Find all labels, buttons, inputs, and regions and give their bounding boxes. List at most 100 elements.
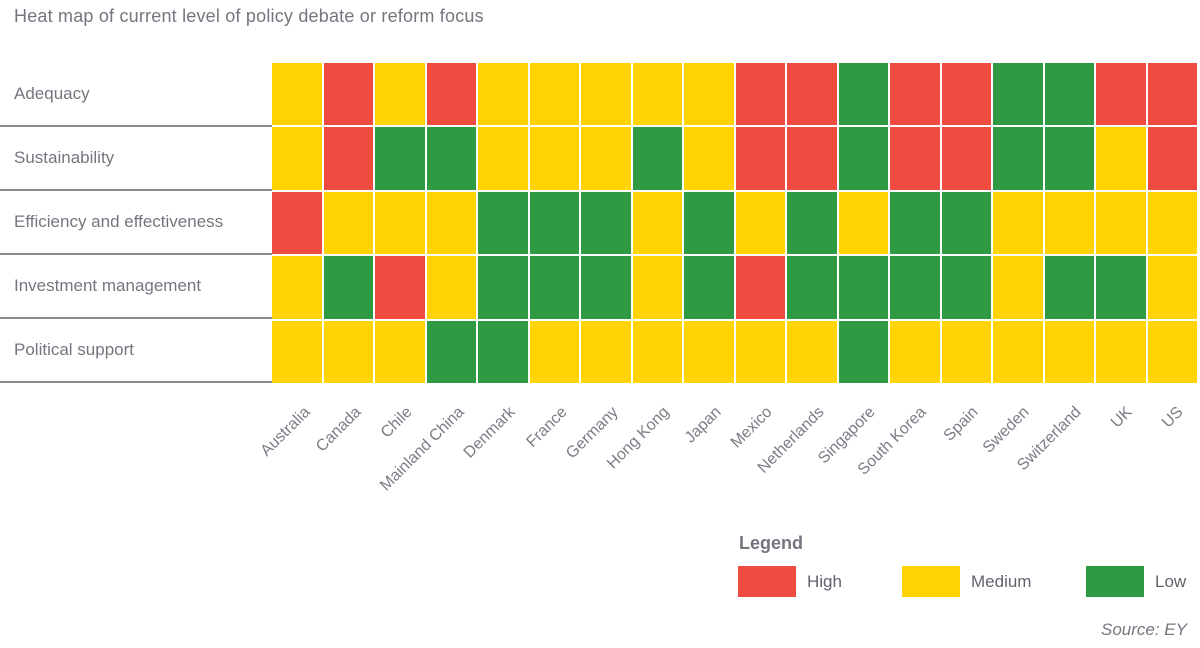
legend-item-medium: Medium [902, 566, 1031, 597]
heatmap-cell [581, 63, 631, 126]
heatmap-cell [632, 256, 682, 319]
heatmap-cell [632, 127, 682, 190]
heatmap-cell [735, 256, 785, 319]
heatmap-cell [478, 320, 528, 383]
heatmap-cell [1044, 63, 1094, 126]
heatmap-cell [993, 63, 1043, 126]
heatmap-cell [375, 63, 425, 126]
heatmap-cell [375, 191, 425, 255]
heatmap-cell [993, 127, 1043, 190]
heatmap-cell [375, 127, 425, 190]
heatmap-cell [941, 63, 991, 126]
heatmap-cell [323, 256, 373, 319]
row-label-text: Adequacy [14, 84, 90, 103]
heatmap-cell [993, 320, 1043, 383]
heatmap-cell [684, 63, 734, 126]
heatmap-cell [684, 256, 734, 319]
heatmap-cell [1044, 191, 1094, 255]
heatmap-cell [272, 127, 322, 190]
heatmap-cell [1147, 256, 1197, 319]
heatmap-cell [426, 191, 476, 255]
heatmap-cell [993, 256, 1043, 319]
legend-label-medium: Medium [971, 571, 1032, 591]
heatmap-cell [890, 127, 940, 190]
row-label-text: Efficiency and effectiveness [14, 212, 224, 231]
heatmap-cell [375, 256, 425, 319]
heatmap-cell [787, 256, 837, 319]
row-labels: Adequacy Sustainability Efficiency and eff… [0, 63, 272, 383]
heatmap-cell [941, 256, 991, 319]
heatmap-cell [1147, 191, 1197, 255]
heatmap-cell [323, 63, 373, 126]
heatmap-cell [426, 127, 476, 190]
heatmap-cell [426, 63, 476, 126]
row-label: Adequacy [0, 63, 272, 127]
heatmap-cell [478, 256, 528, 319]
heatmap-cell [478, 191, 528, 255]
heatmap-grid [272, 63, 1197, 383]
legend-item-high: High [738, 566, 842, 597]
heatmap-cell [684, 191, 734, 255]
heatmap-cell [1096, 127, 1146, 190]
heatmap-cell [735, 320, 785, 383]
heatmap-cell [838, 191, 888, 255]
heatmap-cell [993, 191, 1043, 255]
heatmap-cell [1147, 320, 1197, 383]
heatmap-cell [529, 63, 579, 126]
chart-title: Heat map of current level of policy deba… [14, 6, 484, 26]
heatmap-cell [787, 63, 837, 126]
heatmap-cell [787, 127, 837, 190]
row-label: Investment management [0, 255, 272, 319]
heatmap-cell [787, 191, 837, 255]
heatmap-cell [529, 256, 579, 319]
row-label: Efficiency and effectiveness [0, 191, 272, 255]
heatmap-cell [272, 191, 322, 255]
heatmap-cell [1096, 320, 1146, 383]
heatmap-cell [838, 320, 888, 383]
heatmap-cell [529, 191, 579, 255]
legend-label-low: Low [1155, 571, 1187, 591]
heatmap-cell [1096, 256, 1146, 319]
heatmap-cell [941, 320, 991, 383]
legend-item-low: Low [1086, 566, 1186, 597]
row-label: Political support [0, 319, 272, 383]
heatmap-cell [529, 320, 579, 383]
heatmap-cell [632, 191, 682, 255]
heatmap-cell [581, 191, 631, 255]
heatmap-cell [272, 63, 322, 126]
heatmap-cell [581, 320, 631, 383]
legend-heading: Legend [739, 533, 804, 553]
heatmap-cell [838, 63, 888, 126]
heatmap-cell [323, 191, 373, 255]
heatmap-cell [941, 127, 991, 190]
heatmap-cell [890, 256, 940, 319]
row-label: Sustainability [0, 127, 272, 191]
heatmap-cell [581, 256, 631, 319]
heatmap-cell [1147, 63, 1197, 126]
row-label-text: Political support [14, 340, 135, 359]
heatmap-cell [1044, 127, 1094, 190]
heatmap-cell [787, 320, 837, 383]
heatmap-cell [632, 63, 682, 126]
heatmap-cell [838, 127, 888, 190]
low-color-swatch [1086, 566, 1144, 597]
source-note: Source: EY [1101, 620, 1187, 639]
heatmap-cell [323, 127, 373, 190]
high-color-swatch [738, 566, 796, 597]
heatmap-cell [529, 127, 579, 190]
heatmap-cell [272, 256, 322, 319]
heatmap-cell [426, 256, 476, 319]
heatmap-cell [375, 320, 425, 383]
heatmap-cell [838, 256, 888, 319]
heatmap-cell [890, 320, 940, 383]
heatmap-cell [426, 320, 476, 383]
row-label-text: Investment management [14, 276, 202, 295]
medium-color-swatch [902, 566, 960, 597]
legend-label-high: High [807, 571, 842, 591]
heatmap-cell [1096, 63, 1146, 126]
heatmap-cell [632, 320, 682, 383]
heatmap-cell [890, 191, 940, 255]
heatmap-cell [1096, 191, 1146, 255]
heatmap-cell [890, 63, 940, 126]
